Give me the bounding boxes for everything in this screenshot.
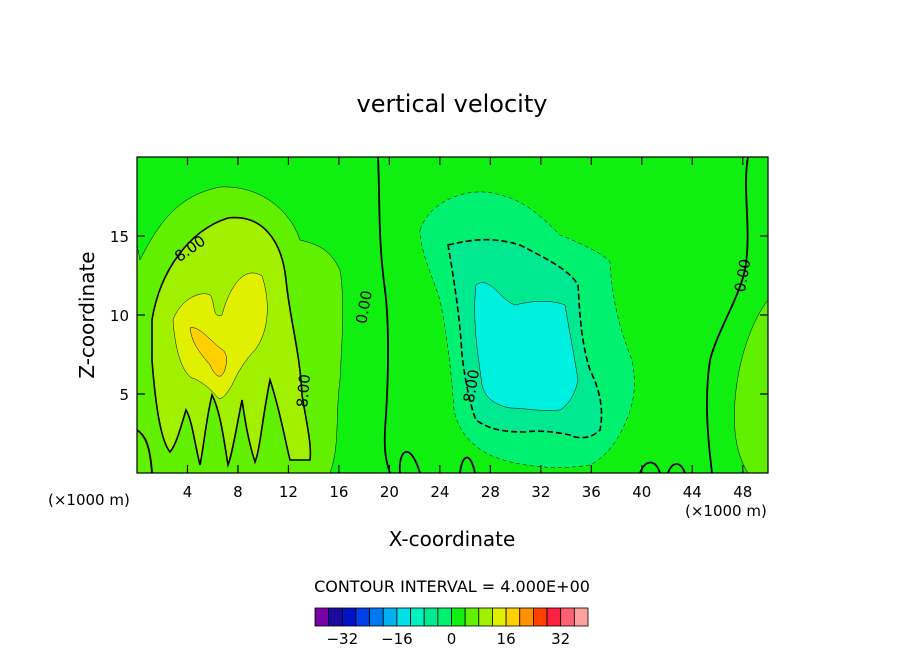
contour-label-text: 0.00 bbox=[352, 289, 376, 325]
plot-area bbox=[137, 157, 768, 473]
x-tick-label: 24 bbox=[430, 483, 449, 501]
colorbar-swatch bbox=[437, 607, 452, 627]
x-tick-label: 8 bbox=[233, 483, 243, 501]
colorbar-tick-label: 16 bbox=[497, 630, 516, 648]
y-tick-label: 5 bbox=[119, 386, 129, 404]
chart-title: vertical velocity bbox=[357, 90, 548, 118]
colorbar-swatch bbox=[519, 607, 534, 627]
contour-label-text: 0.00 bbox=[731, 257, 755, 293]
contour-label-text: 8.00 bbox=[460, 368, 484, 404]
x-unit-right: (×1000 m) bbox=[685, 502, 767, 520]
contour-interval-label: CONTOUR INTERVAL = 4.000E+00 bbox=[314, 577, 590, 596]
x-unit-left: (×1000 m) bbox=[48, 491, 130, 509]
colorbar-swatch bbox=[341, 607, 357, 627]
y-tick-label: 10 bbox=[110, 307, 129, 325]
edge-positive-region bbox=[734, 299, 768, 473]
contour-label-text: 8.00 bbox=[293, 373, 314, 408]
negative-region-12 bbox=[474, 282, 579, 411]
x-tick-label: 4 bbox=[183, 483, 193, 501]
colorbar-swatch bbox=[533, 607, 548, 627]
zero-contour-right bbox=[706, 157, 749, 473]
x-tick-label: 32 bbox=[531, 483, 550, 501]
x-tick-label: 44 bbox=[683, 483, 702, 501]
colorbar-swatch bbox=[546, 607, 562, 627]
colorbar-tick-label: −32 bbox=[326, 630, 358, 648]
contour-labels: 8.000.008.000.008.00 bbox=[171, 232, 755, 409]
x-tick-label: 40 bbox=[632, 483, 651, 501]
colorbar-swatch bbox=[423, 607, 439, 627]
x-tick-label: 36 bbox=[582, 483, 601, 501]
contour-label: 0.00 bbox=[731, 257, 755, 293]
colorbar-tick-label: 0 bbox=[447, 630, 457, 648]
contour-label: 0.00 bbox=[352, 289, 376, 325]
colorbar-swatch bbox=[396, 607, 411, 627]
colorbar-swatch bbox=[369, 607, 384, 627]
contour-label: 8.00 bbox=[460, 368, 484, 404]
colorbar-swatch bbox=[505, 607, 521, 627]
x-tick-label: 12 bbox=[279, 483, 298, 501]
y-tick-label: 15 bbox=[110, 228, 129, 246]
x-axis-label: X-coordinate bbox=[389, 527, 516, 551]
x-axis: 4 8 12 16 20 24 28 32 36 40 44 48 bbox=[183, 157, 752, 501]
colorbar-tick-label: −16 bbox=[381, 630, 413, 648]
zero-contour-bottom bbox=[137, 429, 686, 473]
y-axis: 5 10 15 bbox=[110, 228, 768, 404]
colorbar-swatch bbox=[410, 607, 425, 627]
y-axis-label: Z-coordinate bbox=[75, 251, 99, 378]
x-tick-label: 48 bbox=[733, 483, 752, 501]
x-tick-label: 20 bbox=[380, 483, 399, 501]
contour-label: 8.00 bbox=[293, 373, 314, 408]
colorbar: −32 −16 0 16 32 bbox=[314, 607, 589, 648]
colorbar-tick-label: 32 bbox=[551, 630, 570, 648]
colorbar-swatch bbox=[560, 607, 575, 627]
positive-region-16 bbox=[189, 327, 227, 377]
colorbar-swatch bbox=[451, 607, 466, 627]
x-tick-label: 16 bbox=[329, 483, 348, 501]
positive-region-12 bbox=[172, 272, 268, 399]
colorbar-swatch bbox=[573, 607, 589, 627]
colorbar-swatch bbox=[355, 607, 371, 627]
zero-contour-left bbox=[377, 157, 391, 473]
colorbar-swatch bbox=[464, 607, 480, 627]
colorbar-swatch bbox=[314, 607, 330, 627]
colorbar-swatch bbox=[492, 607, 507, 627]
colorbar-swatch bbox=[328, 607, 343, 627]
colorbar-swatch bbox=[478, 607, 493, 627]
x-tick-label: 28 bbox=[481, 483, 500, 501]
colorbar-swatch bbox=[382, 607, 398, 627]
